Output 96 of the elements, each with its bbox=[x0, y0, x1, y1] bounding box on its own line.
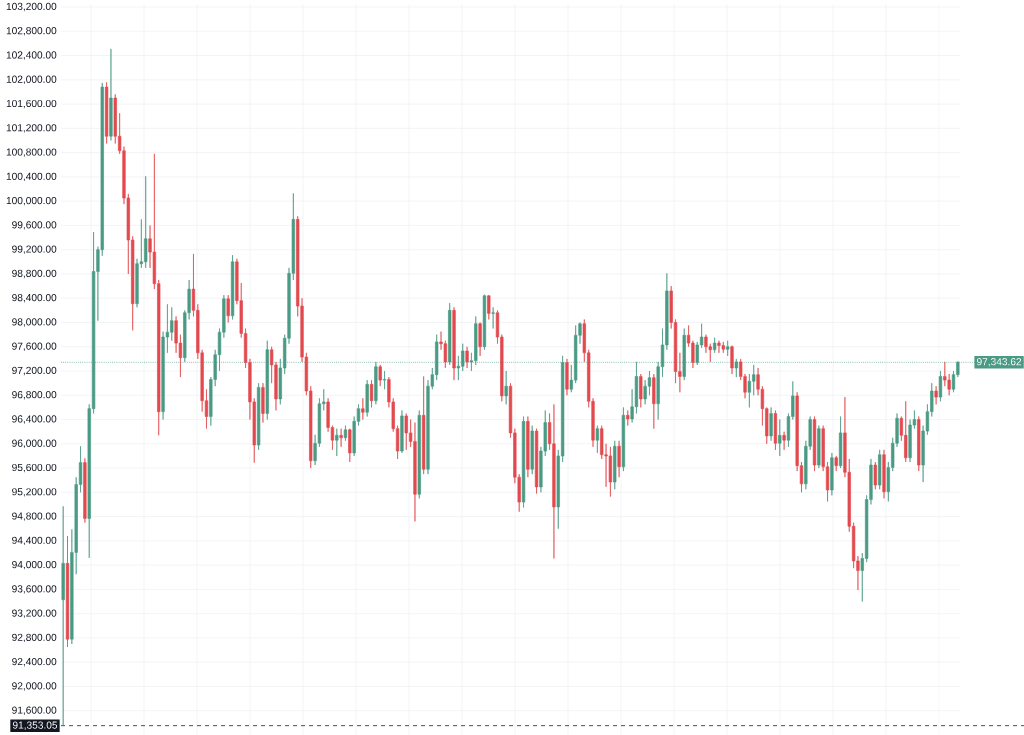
candlestick bbox=[817, 425, 821, 469]
candlestick bbox=[382, 370, 387, 390]
candlestick bbox=[413, 422, 417, 522]
y-tick-label: 100,400.00 bbox=[6, 172, 57, 182]
candlestick bbox=[521, 416, 526, 508]
candlestick bbox=[626, 410, 630, 426]
y-tick-label: 99,200.00 bbox=[12, 245, 57, 254]
candlestick bbox=[448, 302, 452, 366]
candlestick bbox=[400, 410, 404, 454]
candlestick bbox=[504, 370, 508, 405]
candlestick bbox=[934, 385, 938, 405]
y-tick-label: 91,600.00 bbox=[12, 706, 57, 715]
candlestick bbox=[730, 345, 734, 375]
y-tick-label: 95,200.00 bbox=[12, 488, 57, 497]
y-tick-label: 102,400.00 bbox=[6, 51, 57, 60]
candlestick bbox=[256, 382, 261, 451]
candlestick bbox=[613, 440, 617, 490]
candlestick bbox=[226, 294, 230, 323]
y-tick-label: 96,000.00 bbox=[12, 439, 57, 448]
y-tick-label: 98,800.00 bbox=[12, 269, 57, 279]
candlestick bbox=[491, 306, 495, 329]
candlestick bbox=[534, 428, 539, 494]
candlestick bbox=[348, 428, 352, 463]
y-tick-label: 92,000.00 bbox=[12, 682, 57, 691]
candlestick bbox=[361, 397, 365, 420]
candlestick bbox=[552, 404, 556, 559]
candlestick bbox=[526, 416, 530, 478]
y-tick-label: 93,200.00 bbox=[12, 609, 57, 618]
candlestick bbox=[335, 428, 339, 457]
candlestick bbox=[422, 376, 426, 475]
y-tick-label: 100,800.00 bbox=[6, 148, 57, 157]
candlestick bbox=[717, 340, 721, 354]
y-tick-label: 102,800.00 bbox=[6, 27, 57, 36]
candlestick bbox=[608, 446, 613, 497]
candlestick bbox=[83, 458, 87, 524]
candlestick bbox=[339, 428, 343, 448]
candlestick bbox=[378, 364, 382, 387]
y-tick-label: 94,800.00 bbox=[12, 512, 57, 521]
candlestick bbox=[417, 410, 421, 499]
y-tick-label: 92,800.00 bbox=[12, 633, 57, 643]
y-tick-label: 94,000.00 bbox=[12, 560, 57, 570]
candlestick bbox=[621, 407, 626, 472]
y-tick-label: 100,000.00 bbox=[6, 196, 57, 206]
candlestick bbox=[938, 370, 943, 402]
y-tick-label: 102,000.00 bbox=[6, 75, 57, 85]
candlestick bbox=[721, 341, 725, 354]
candlestick bbox=[452, 306, 456, 381]
candlestick bbox=[712, 337, 717, 354]
candlestick bbox=[812, 416, 817, 472]
candlestick bbox=[782, 431, 786, 451]
candlestick bbox=[61, 505, 65, 726]
y-tick-label: 101,600.00 bbox=[6, 99, 57, 109]
y-tick-label: 95,600.00 bbox=[12, 463, 57, 473]
y-tick-label: 94,400.00 bbox=[12, 536, 57, 546]
candlestick bbox=[830, 452, 834, 496]
candlestick bbox=[773, 410, 778, 451]
candlestick bbox=[565, 358, 569, 396]
y-tick-label: 98,000.00 bbox=[12, 318, 57, 327]
ref-line-label: 91,353.05 bbox=[12, 721, 58, 730]
candlestick bbox=[617, 440, 621, 478]
y-tick-label: 103,200.00 bbox=[6, 2, 57, 12]
y-tick-label: 97,600.00 bbox=[12, 342, 57, 351]
y-tick-label: 101,200.00 bbox=[6, 124, 57, 133]
candlestick bbox=[726, 340, 730, 357]
candlestick bbox=[769, 407, 773, 442]
candlestick bbox=[365, 379, 369, 417]
candlestick bbox=[478, 322, 482, 357]
candlestick bbox=[882, 449, 886, 499]
y-tick-label: 97,200.00 bbox=[12, 366, 57, 376]
candlestick bbox=[639, 373, 643, 408]
candlestick bbox=[104, 81, 109, 144]
candlestick bbox=[530, 425, 534, 475]
candlestick bbox=[778, 419, 782, 457]
y-tick-label: 99,600.00 bbox=[12, 221, 57, 230]
candlestick bbox=[595, 425, 600, 454]
candlestick bbox=[261, 382, 265, 423]
candlestick bbox=[230, 254, 235, 320]
y-tick-label: 96,400.00 bbox=[12, 415, 57, 424]
candlestick bbox=[834, 455, 838, 472]
ref-line-label: 97,343.62 bbox=[977, 358, 1022, 367]
candlestick bbox=[65, 535, 70, 648]
candlestick bbox=[838, 416, 843, 469]
y-tick-label: 96,800.00 bbox=[12, 391, 57, 400]
candlestick bbox=[343, 425, 348, 442]
candlestick bbox=[465, 346, 469, 369]
candlestick bbox=[487, 294, 491, 320]
candlestick bbox=[109, 48, 113, 141]
y-tick-label: 92,400.00 bbox=[12, 658, 57, 667]
candlestick bbox=[878, 449, 882, 490]
y-tick-label: 93,600.00 bbox=[12, 585, 57, 594]
candlestick bbox=[917, 416, 921, 472]
candlestick bbox=[482, 294, 487, 351]
candlestick bbox=[652, 373, 656, 429]
candlestick bbox=[873, 461, 877, 490]
candlestick bbox=[369, 379, 374, 408]
y-tick-label: 98,400.00 bbox=[12, 294, 57, 303]
